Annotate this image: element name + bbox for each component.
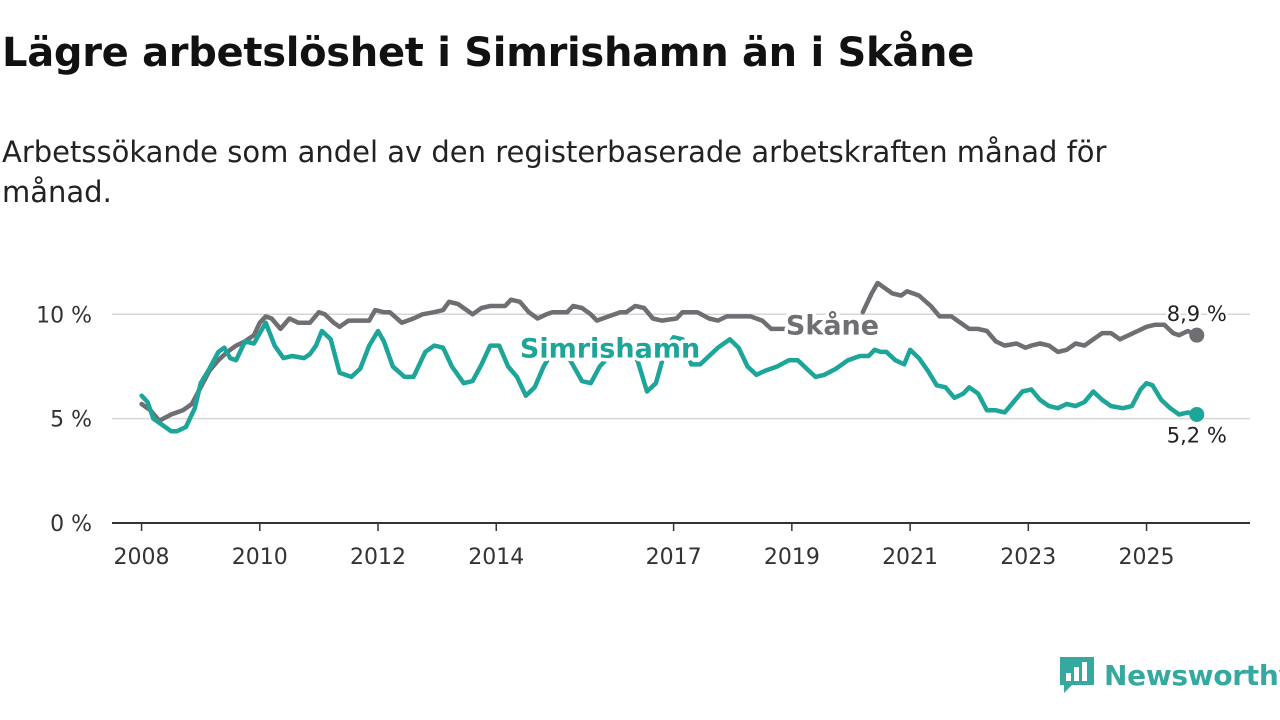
series-line-sk-ne [139, 280, 1200, 423]
brand-name: Newsworthy [1104, 658, 1280, 692]
x-tick-label: 2014 [468, 545, 524, 570]
end-marker-simrishamn [1189, 406, 1205, 422]
x-tick-label: 2023 [1000, 545, 1056, 570]
series-label-sk-ne: Skåne [786, 310, 879, 342]
x-tick-label: 2025 [1119, 545, 1175, 570]
series-line-simrishamn [139, 320, 1200, 434]
y-tick-label: 5 % [50, 408, 92, 433]
x-tick-label: 2010 [232, 545, 288, 570]
x-tick-label: 2012 [350, 545, 406, 570]
newsworthy-logo-icon [1060, 657, 1094, 693]
y-tick-label: 0 % [50, 512, 92, 537]
brand-logo: Newsworthy [1058, 654, 1280, 696]
x-tick-label: 2008 [114, 545, 170, 570]
end-value-label-sk-ne: 8,9 % [1167, 302, 1227, 326]
chart-subtitle: Arbetssökande som andel av den registerb… [2, 135, 1107, 209]
chart-title: Lägre arbetslöshet i Simrishamn än i Skå… [2, 30, 975, 76]
x-tick-label: 2019 [764, 545, 820, 570]
y-tick-label: 10 % [36, 303, 92, 328]
x-tick-label: 2021 [882, 545, 938, 570]
x-tick-label: 2017 [646, 545, 702, 570]
end-value-label-simrishamn: 5,2 % [1167, 423, 1227, 447]
series-label-simrishamn: Simrishamn [520, 334, 700, 365]
end-marker-sk-ne [1189, 327, 1205, 343]
